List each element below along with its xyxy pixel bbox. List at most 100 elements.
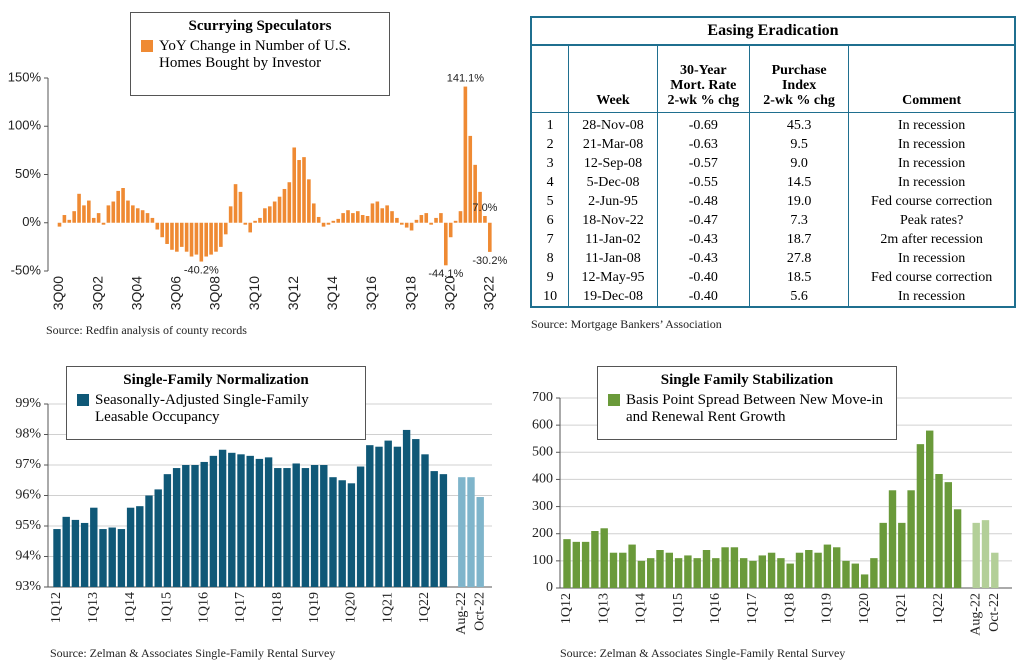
value-label: 141.1% bbox=[447, 72, 485, 84]
bar bbox=[80, 522, 89, 587]
table-cell: 3 bbox=[530, 154, 570, 173]
bar bbox=[898, 522, 906, 588]
bar bbox=[264, 457, 273, 587]
bar bbox=[311, 203, 316, 223]
x-tick-label: 1Q15 bbox=[160, 592, 175, 623]
bar bbox=[297, 160, 301, 223]
bar bbox=[72, 211, 76, 223]
bar bbox=[53, 529, 61, 587]
chart: 93% 94% 95% 96% 97% 98% 99% 1Q12 1Q13 1Q14 1Q15 1Q1… bbox=[15, 396, 492, 635]
bar bbox=[258, 217, 262, 223]
bar bbox=[116, 190, 120, 223]
table-cell: In recession bbox=[848, 135, 1016, 154]
bar bbox=[385, 205, 389, 223]
bar bbox=[563, 539, 571, 588]
legend-item: Seasonally-Adjusted Single-Family Leasab… bbox=[77, 392, 355, 426]
header-line: Purchase bbox=[771, 63, 827, 78]
bar bbox=[331, 220, 336, 223]
table-cell: -0.43 bbox=[656, 249, 750, 268]
bar bbox=[953, 509, 962, 588]
table-row: 9 12-May-95 -0.40 18.5 Fed course correction bbox=[530, 268, 1016, 287]
header-cell: Purchase Index 2-wk % chg bbox=[748, 45, 850, 113]
bar bbox=[155, 222, 160, 230]
bar bbox=[243, 222, 248, 225]
bar bbox=[347, 483, 356, 587]
bar bbox=[842, 560, 850, 588]
source: Source: Zelman & Associates Single-Famil… bbox=[50, 646, 336, 660]
x-tick-label: 3Q12 bbox=[285, 276, 301, 310]
bar bbox=[619, 552, 627, 588]
bar bbox=[175, 222, 179, 252]
bar bbox=[62, 516, 70, 587]
header-row: Week 30-Year Mort. Rate 2-wk % chg Purchase I… bbox=[530, 45, 1016, 113]
bar bbox=[283, 468, 291, 587]
header-line: Comment bbox=[902, 93, 962, 108]
legend-label: Seasonally-Adjusted Single-Family Leasab… bbox=[95, 392, 309, 425]
bar bbox=[57, 222, 62, 227]
bar bbox=[172, 468, 181, 587]
table: Easing Eradication Week 30-Year Mort. Rate 2… bbox=[530, 16, 1016, 308]
table-cell: 18.7 bbox=[748, 230, 850, 249]
x-tick-label: 1Q13 bbox=[596, 593, 611, 624]
bar bbox=[879, 522, 887, 588]
bar bbox=[62, 215, 67, 223]
table-cell: -0.69 bbox=[656, 112, 750, 135]
bar bbox=[424, 213, 429, 223]
bar bbox=[483, 215, 487, 223]
bar bbox=[370, 203, 375, 223]
source: Source: Mortgage Bankers’ Association bbox=[531, 317, 722, 331]
bar bbox=[351, 213, 355, 223]
table-row: 4 5-Dec-08 -0.55 14.5 In recession bbox=[530, 173, 1016, 192]
x-tick-label: 3Q20 bbox=[441, 276, 457, 310]
bar bbox=[71, 519, 80, 587]
value-label: 7.0% bbox=[472, 202, 497, 214]
bar bbox=[444, 222, 448, 266]
bar bbox=[409, 222, 414, 231]
bar bbox=[419, 215, 424, 223]
bar bbox=[255, 458, 264, 587]
bar bbox=[453, 220, 458, 223]
bar bbox=[223, 222, 228, 235]
bar bbox=[154, 489, 162, 587]
bar bbox=[795, 552, 804, 588]
bar bbox=[749, 560, 757, 588]
bar bbox=[320, 465, 328, 587]
x-tick-label: 1Q18 bbox=[782, 593, 797, 624]
table-cell: -0.47 bbox=[656, 211, 750, 230]
table-cell: Peak rates? bbox=[848, 211, 1016, 230]
table-cell: Fed course correction bbox=[848, 268, 1016, 287]
bar bbox=[237, 454, 245, 587]
bar bbox=[860, 574, 869, 588]
table-cell: 9.0 bbox=[748, 154, 850, 173]
bar bbox=[310, 465, 319, 587]
bar bbox=[991, 552, 999, 588]
bar bbox=[463, 86, 468, 223]
bar bbox=[935, 474, 943, 588]
table-cell: 7.3 bbox=[748, 211, 850, 230]
bar bbox=[209, 222, 213, 255]
table-cell: -0.40 bbox=[656, 268, 750, 287]
x-tick-label: 1Q21 bbox=[380, 592, 395, 623]
bar bbox=[412, 439, 420, 587]
x-tick-label: 3Q02 bbox=[89, 276, 105, 310]
x-tick-label: 1Q19 bbox=[307, 592, 322, 623]
bar bbox=[316, 216, 321, 223]
bar bbox=[135, 208, 140, 223]
legend-box: Scurrying Speculators YoY Change in Numb… bbox=[130, 12, 390, 96]
header-line: 2-wk % chg bbox=[763, 93, 835, 108]
table-cell: 5.6 bbox=[748, 287, 850, 307]
table-cell: 27.8 bbox=[748, 249, 850, 268]
table-cell: 19.0 bbox=[748, 192, 850, 211]
bar bbox=[851, 563, 859, 588]
bar bbox=[390, 211, 394, 223]
legend-label: YoY Change in Number of U.S. Homes Bough… bbox=[159, 38, 351, 71]
bar bbox=[194, 222, 199, 255]
x-tick-label: 1Q12 bbox=[559, 593, 574, 624]
chart: 0 100 200 300 400 500 600 700 1Q12 1Q13 1Q14 1Q15 1Q… bbox=[532, 390, 1012, 636]
bar bbox=[336, 218, 341, 223]
bar bbox=[329, 477, 337, 587]
bar bbox=[238, 191, 243, 223]
bar bbox=[609, 552, 618, 588]
